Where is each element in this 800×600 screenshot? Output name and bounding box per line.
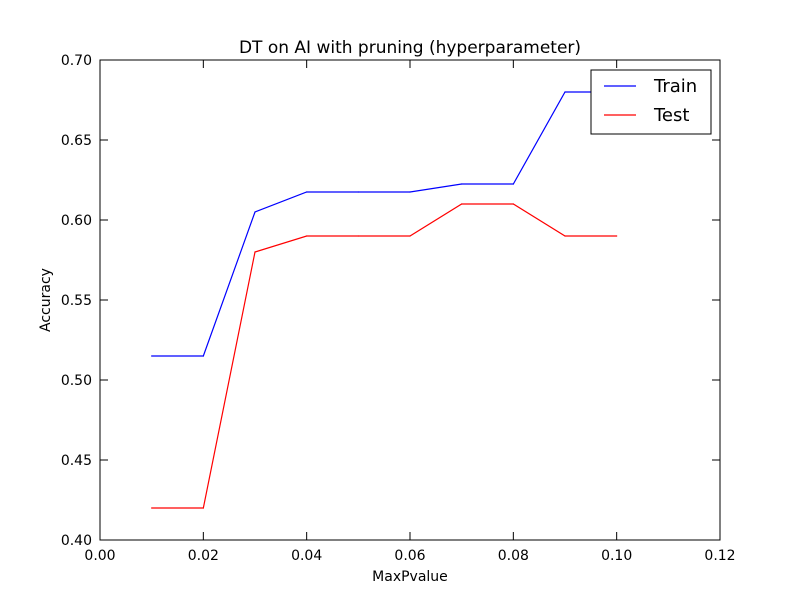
x-tick-label: 0.04 [291, 548, 322, 564]
y-axis-label: Accuracy [38, 268, 54, 332]
x-tick-label: 0.02 [188, 548, 219, 564]
x-tick-label: 0.00 [84, 548, 115, 564]
series-line-train [151, 91, 617, 357]
data-point-test [202, 507, 204, 509]
x-axis: 0.00 0.02 0.04 0.06 0.08 0.10 0.12 [84, 60, 736, 564]
y-tick-label: 0.40 [61, 533, 92, 549]
x-tick-label: 0.06 [394, 548, 425, 564]
data-point-train [512, 183, 514, 185]
data-point-train [254, 211, 256, 213]
data-point-test [357, 235, 359, 237]
data-point-test [616, 235, 618, 237]
legend-label-train: Train [653, 76, 697, 97]
legend-label-test: Test [653, 105, 689, 126]
y-tick-label: 0.60 [61, 213, 92, 229]
series-line-test [151, 203, 617, 509]
x-tick-label: 0.08 [498, 548, 529, 564]
data-point-train [409, 191, 411, 193]
data-point-train [306, 191, 308, 193]
legend: Train Test [590, 69, 712, 135]
data-point-test [254, 251, 256, 253]
chart-title: DT on AI with pruning (hyperparameter) [239, 38, 581, 58]
data-point-test [461, 203, 463, 205]
y-tick-label: 0.55 [61, 293, 92, 309]
x-tick-label: 0.12 [704, 548, 735, 564]
data-point-test [409, 235, 411, 237]
y-tick-label: 0.70 [61, 53, 92, 69]
legend-box [590, 69, 712, 135]
data-point-test [151, 507, 153, 509]
y-tick-label: 0.65 [61, 133, 92, 149]
series-lines [151, 91, 618, 509]
y-tick-label: 0.50 [61, 373, 92, 389]
data-point-test [512, 203, 514, 205]
data-point-train [357, 191, 359, 193]
data-point-train [564, 91, 566, 93]
data-point-train [202, 355, 204, 357]
data-point-train [461, 183, 463, 185]
x-tick-label: 0.10 [601, 548, 632, 564]
y-tick-label: 0.45 [61, 453, 92, 469]
x-axis-label: MaxPvalue [372, 569, 448, 585]
data-point-test [306, 235, 308, 237]
data-point-train [151, 355, 153, 357]
y-axis: 0.40 0.45 0.50 0.55 0.60 0.65 0.70 [61, 53, 720, 549]
data-point-test [564, 235, 566, 237]
